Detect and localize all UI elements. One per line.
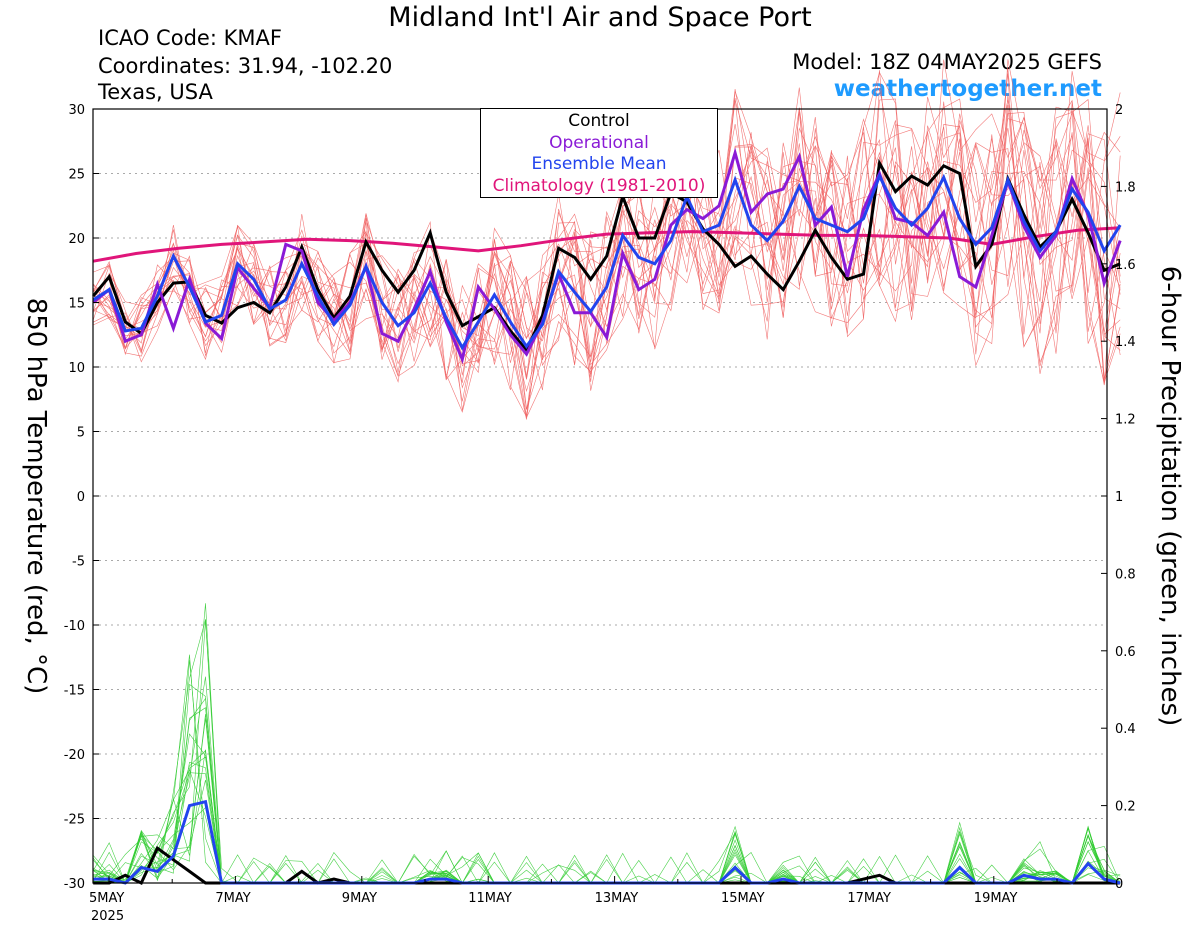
chart-title: Midland Int'l Air and Space Port bbox=[388, 2, 812, 33]
left-axis-ticks: 30 25 20 15 10 5 0 -5 -10 -15 -20 -25 -30 bbox=[64, 103, 99, 892]
precip-member-line bbox=[93, 761, 1121, 884]
y-tick-label: 15 bbox=[68, 297, 85, 312]
station-region: Texas, USA bbox=[98, 80, 213, 104]
right-axis-ticks: 2 1.8 1.6 1.4 1.2 1 0.8 0.6 0.4 0.2 0 bbox=[1101, 103, 1136, 892]
precip-member-line bbox=[93, 772, 1121, 884]
legend-operational: Operational bbox=[549, 132, 649, 153]
station-coordinates: Coordinates: 31.94, -102.20 bbox=[98, 54, 393, 78]
x-tick-label: 19MAY bbox=[974, 891, 1018, 906]
x-tick-label: 13MAY bbox=[595, 891, 639, 906]
legend-climatology: Climatology (1981-2010) bbox=[492, 175, 706, 196]
precip-member-line bbox=[92, 756, 1121, 884]
y-tick-label: -30 bbox=[64, 877, 85, 892]
y-tick-label: 0 bbox=[77, 490, 85, 505]
x-tick-label: 17MAY bbox=[847, 891, 891, 906]
y2-tick-label: 0.4 bbox=[1115, 722, 1136, 737]
y2-tick-label: 0 bbox=[1115, 877, 1123, 892]
y-tick-label: 20 bbox=[68, 232, 85, 247]
precip-member-line bbox=[93, 697, 1121, 884]
mean-precip-line bbox=[93, 799, 1121, 885]
precip-member-line bbox=[93, 713, 1121, 884]
y2-tick-label: 1.4 bbox=[1115, 335, 1136, 350]
y2-tick-label: 1.8 bbox=[1115, 180, 1136, 195]
y-axis-label: 850 hPa Temperature (red, °C) bbox=[21, 298, 51, 695]
y2-tick-label: 0.2 bbox=[1115, 800, 1136, 815]
precip-members bbox=[92, 603, 1121, 884]
y-tick-label: -10 bbox=[64, 619, 85, 634]
x-tick-label: 5MAY bbox=[89, 891, 124, 906]
x-tick-year: 2025 bbox=[91, 909, 124, 924]
x-tick-label: 9MAY bbox=[342, 891, 377, 906]
model-run: Model: 18Z 04MAY2025 GEFS bbox=[792, 50, 1102, 74]
control-line bbox=[92, 158, 1121, 353]
precip-member-line bbox=[93, 749, 1121, 884]
temp-member-line bbox=[93, 98, 1121, 411]
y2-tick-label: 2 bbox=[1115, 103, 1123, 118]
precip-member-line bbox=[92, 603, 1121, 884]
temp-member-line bbox=[93, 108, 1121, 410]
x-axis-ticks: 5MAY 2025 7MAY 9MAY 11MAY 13MAY 15MAY 17MAY 19MA… bbox=[89, 876, 1058, 924]
temp-member-line bbox=[92, 71, 1121, 370]
y-tick-label: -25 bbox=[64, 813, 85, 828]
temp-member-line bbox=[92, 70, 1121, 420]
y2-tick-label: 1.6 bbox=[1115, 258, 1136, 273]
x-tick-label: 15MAY bbox=[721, 891, 765, 906]
precip-member-line bbox=[92, 749, 1121, 884]
temp-member-line bbox=[93, 73, 1121, 389]
precip-member-line bbox=[92, 707, 1121, 884]
precip-member-line bbox=[93, 619, 1121, 884]
y-tick-label: -20 bbox=[64, 748, 85, 763]
temp-member-line bbox=[92, 59, 1121, 373]
legend-mean: Ensemble Mean bbox=[531, 154, 667, 174]
x-tick-label: 7MAY bbox=[215, 891, 250, 906]
gridlines bbox=[93, 173, 1107, 819]
y2-tick-label: 1 bbox=[1115, 490, 1123, 505]
y-tick-label: -5 bbox=[72, 555, 85, 570]
y-tick-label: 30 bbox=[68, 103, 85, 118]
precip-member-line bbox=[93, 619, 1121, 884]
x-tick-label: 11MAY bbox=[468, 891, 512, 906]
y-tick-label: -15 bbox=[64, 684, 85, 699]
y2-tick-label: 1.2 bbox=[1115, 413, 1136, 428]
ensemble-mean-line bbox=[92, 172, 1122, 351]
y2-axis-label: 6-hour Precipitation (green, inches) bbox=[1155, 266, 1185, 726]
legend-control: Control bbox=[568, 111, 630, 131]
y-tick-label: 5 bbox=[77, 426, 85, 441]
temp-member-line bbox=[92, 100, 1121, 380]
y2-tick-label: 0.6 bbox=[1115, 645, 1136, 660]
temp-member-line bbox=[93, 115, 1121, 383]
legend: Control Operational Ensemble Mean Climat… bbox=[480, 108, 718, 198]
icao-code: ICAO Code: KMAF bbox=[98, 26, 282, 50]
temp-member-line bbox=[93, 87, 1121, 413]
y-tick-label: 25 bbox=[68, 168, 85, 183]
y2-tick-label: 0.8 bbox=[1115, 567, 1136, 582]
y-tick-label: 10 bbox=[68, 361, 85, 376]
